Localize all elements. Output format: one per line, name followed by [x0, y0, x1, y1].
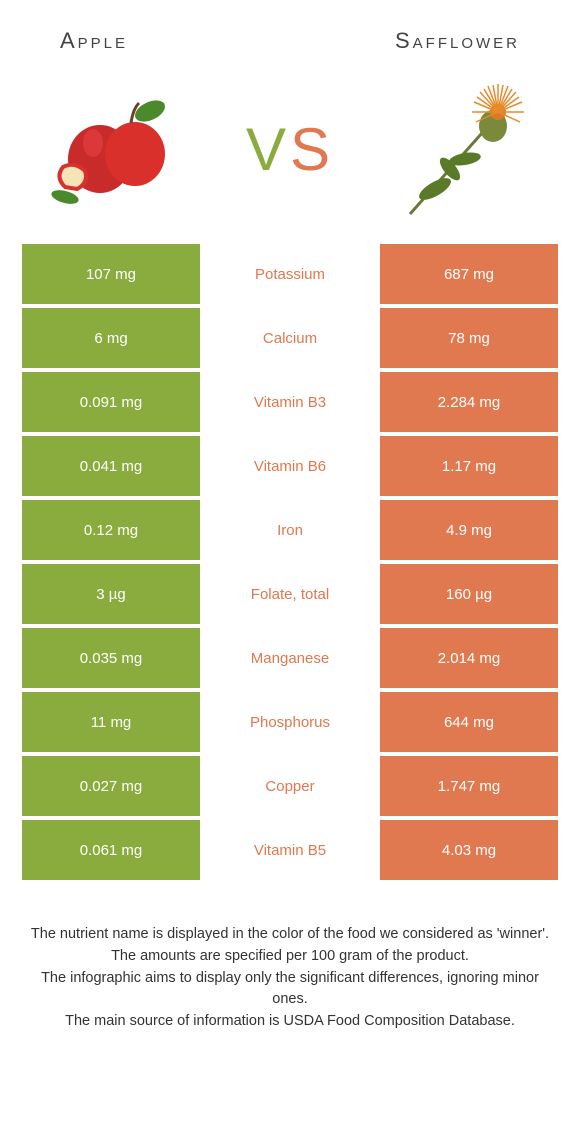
cell-left-value: 0.12 mg: [22, 500, 200, 560]
cell-nutrient-label: Iron: [200, 500, 380, 560]
cell-nutrient-label: Copper: [200, 756, 380, 816]
table-row: 11 mgPhosphorus644 mg: [22, 692, 558, 752]
header: Apple Safflower: [0, 0, 580, 74]
cell-right-value: 1.17 mg: [380, 436, 558, 496]
cell-left-value: 0.035 mg: [22, 628, 200, 688]
vs-v: V: [246, 116, 290, 183]
cell-right-value: 78 mg: [380, 308, 558, 368]
cell-right-value: 4.9 mg: [380, 500, 558, 560]
table-row: 0.027 mgCopper1.747 mg: [22, 756, 558, 816]
cell-right-value: 644 mg: [380, 692, 558, 752]
cell-left-value: 107 mg: [22, 244, 200, 304]
cell-right-value: 2.014 mg: [380, 628, 558, 688]
apple-image: [30, 84, 200, 214]
cell-right-value: 160 µg: [380, 564, 558, 624]
vs-s: S: [290, 116, 334, 183]
cell-nutrient-label: Vitamin B6: [200, 436, 380, 496]
safflower-image: [380, 84, 550, 214]
table-row: 3 µgFolate, total160 µg: [22, 564, 558, 624]
table-row: 0.041 mgVitamin B61.17 mg: [22, 436, 558, 496]
cell-nutrient-label: Vitamin B3: [200, 372, 380, 432]
images-row: VS: [0, 74, 580, 244]
cell-left-value: 0.041 mg: [22, 436, 200, 496]
table-row: 0.12 mgIron4.9 mg: [22, 500, 558, 560]
footer-line: The nutrient name is displayed in the co…: [28, 924, 552, 946]
comparison-table: 107 mgPotassium687 mg6 mgCalcium78 mg0.0…: [22, 244, 558, 880]
cell-right-value: 4.03 mg: [380, 820, 558, 880]
cell-nutrient-label: Manganese: [200, 628, 380, 688]
table-row: 0.091 mgVitamin B32.284 mg: [22, 372, 558, 432]
cell-left-value: 0.027 mg: [22, 756, 200, 816]
table-row: 0.035 mgManganese2.014 mg: [22, 628, 558, 688]
footer-notes: The nutrient name is displayed in the co…: [0, 884, 580, 1033]
cell-left-value: 0.091 mg: [22, 372, 200, 432]
vs-label: VS: [246, 115, 334, 184]
cell-left-value: 11 mg: [22, 692, 200, 752]
cell-nutrient-label: Phosphorus: [200, 692, 380, 752]
cell-right-value: 2.284 mg: [380, 372, 558, 432]
cell-nutrient-label: Calcium: [200, 308, 380, 368]
footer-line: The main source of information is USDA F…: [28, 1011, 552, 1033]
cell-nutrient-label: Potassium: [200, 244, 380, 304]
cell-nutrient-label: Folate, total: [200, 564, 380, 624]
food-title-left: Apple: [60, 28, 128, 54]
table-row: 6 mgCalcium78 mg: [22, 308, 558, 368]
cell-left-value: 6 mg: [22, 308, 200, 368]
table-row: 0.061 mgVitamin B54.03 mg: [22, 820, 558, 880]
cell-right-value: 687 mg: [380, 244, 558, 304]
cell-nutrient-label: Vitamin B5: [200, 820, 380, 880]
footer-line: The amounts are specified per 100 gram o…: [28, 946, 552, 968]
cell-left-value: 3 µg: [22, 564, 200, 624]
footer-line: The infographic aims to display only the…: [28, 968, 552, 1012]
table-row: 107 mgPotassium687 mg: [22, 244, 558, 304]
food-title-right: Safflower: [395, 28, 520, 54]
cell-left-value: 0.061 mg: [22, 820, 200, 880]
cell-right-value: 1.747 mg: [380, 756, 558, 816]
